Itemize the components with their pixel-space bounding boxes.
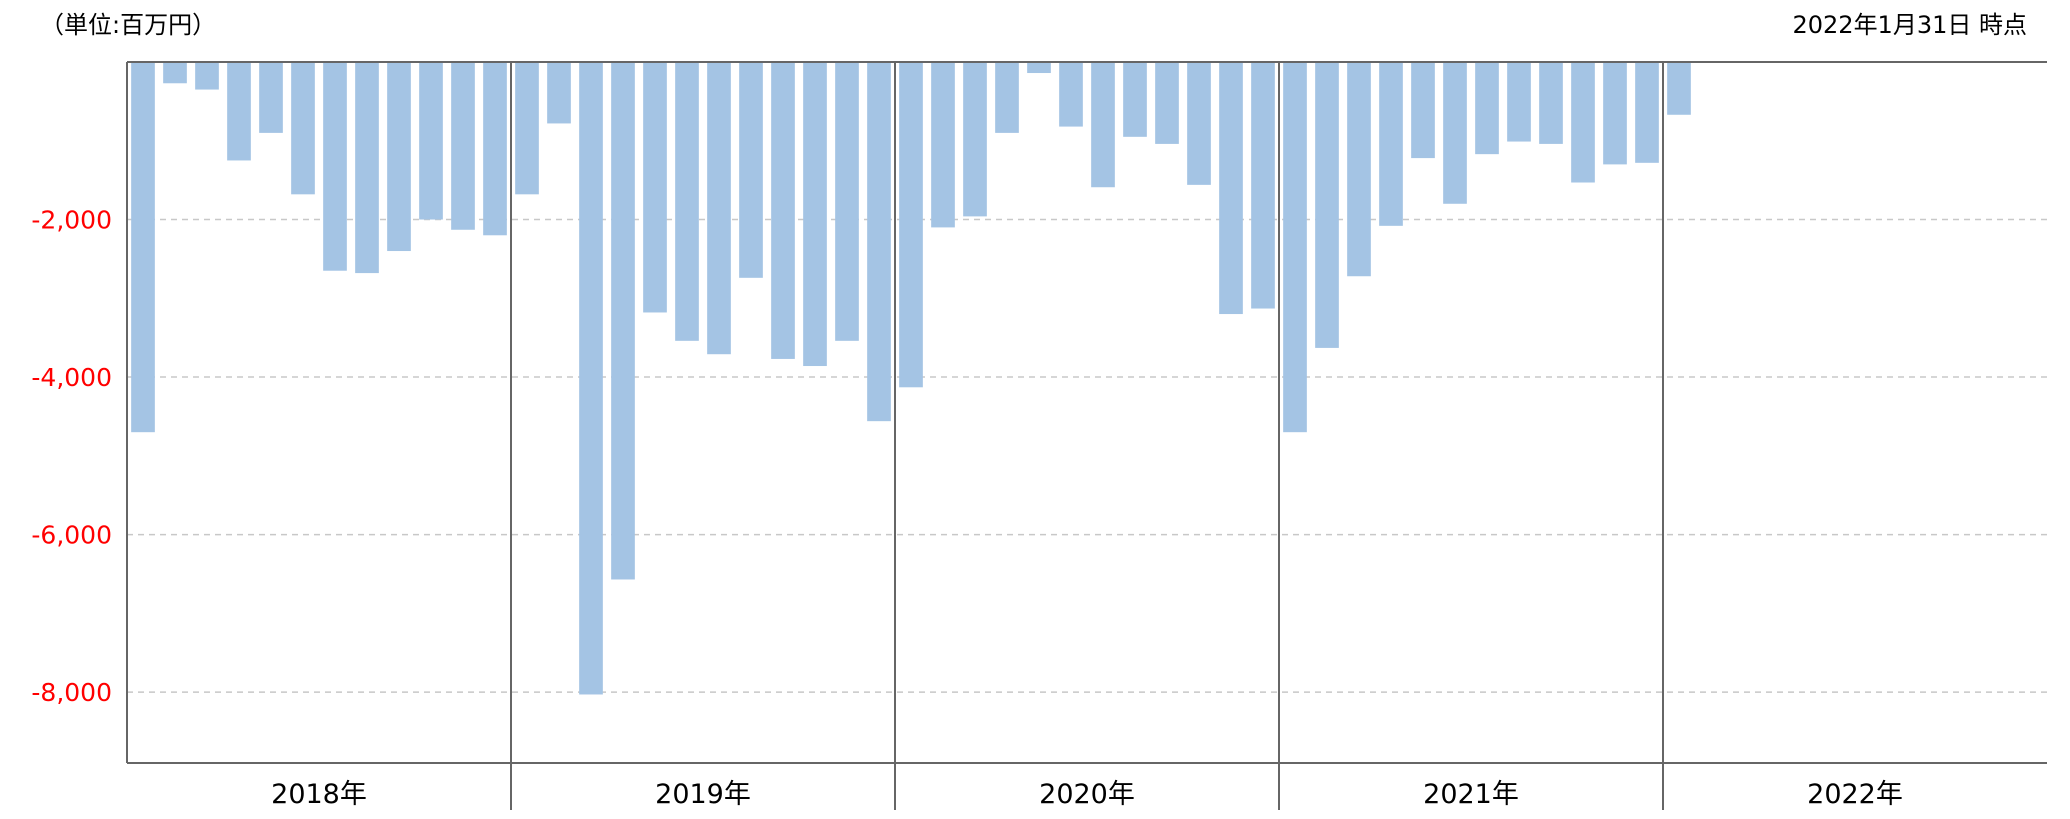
bar (771, 62, 795, 359)
bar (1091, 62, 1115, 188)
bar (1443, 62, 1467, 204)
bar (1187, 62, 1211, 185)
bar (1507, 62, 1531, 142)
bar (1219, 62, 1243, 315)
x-tick-label: 2020年 (1039, 779, 1135, 810)
y-axis-tick-labels: -2,000 -4,000 -6,000 -8,000 (31, 206, 112, 708)
x-tick-label: 2021年 (1423, 779, 1519, 810)
bar (195, 62, 219, 90)
as-of-date-label: 2022年1月31日 時点 (1792, 11, 2027, 39)
y-tick-label: -8,000 (31, 678, 112, 707)
bar (1315, 62, 1339, 348)
bar (579, 62, 603, 695)
bar (227, 62, 251, 161)
bar (323, 62, 347, 271)
bar (707, 62, 731, 355)
bar (1059, 62, 1083, 127)
bar (1123, 62, 1147, 137)
x-axis-tick-labels: 2018年 2019年 2020年 2021年 2022年 (271, 779, 1903, 810)
bar (803, 62, 827, 367)
bar (739, 62, 763, 278)
bar (1475, 62, 1499, 155)
bar (131, 62, 155, 433)
bar (291, 62, 315, 195)
bar (547, 62, 571, 124)
bar (643, 62, 667, 313)
bar (1667, 62, 1691, 115)
unit-label: （単位:百万円） (40, 11, 216, 39)
bar (1155, 62, 1179, 144)
bar (1539, 62, 1563, 144)
bar (1603, 62, 1627, 165)
bar (387, 62, 411, 252)
bar (419, 62, 443, 220)
bar (259, 62, 283, 133)
y-tick-label: -4,000 (31, 363, 112, 392)
bar (1251, 62, 1275, 309)
x-tick-label: 2019年 (655, 779, 751, 810)
bar (675, 62, 699, 341)
bar (963, 62, 987, 217)
bar (995, 62, 1019, 133)
bar (1379, 62, 1403, 226)
bar (1571, 62, 1595, 183)
bar (1635, 62, 1659, 163)
bars (131, 62, 1691, 695)
bar (1283, 62, 1307, 433)
y-tick-label: -2,000 (31, 206, 112, 235)
bar (835, 62, 859, 341)
bar (931, 62, 955, 228)
bar (163, 62, 187, 84)
x-tick-label: 2018年 (271, 779, 367, 810)
bar (515, 62, 539, 195)
axes (126, 61, 2047, 810)
bar (1411, 62, 1435, 159)
grid-lines (127, 218, 2047, 693)
bar (1027, 62, 1051, 74)
bar (483, 62, 507, 236)
bar (355, 62, 379, 274)
bar (1347, 62, 1371, 277)
bar (611, 62, 635, 580)
y-tick-label: -6,000 (31, 521, 112, 550)
x-tick-label: 2022年 (1807, 779, 1903, 810)
bar (899, 62, 923, 388)
bar (451, 62, 475, 230)
bar (867, 62, 891, 422)
